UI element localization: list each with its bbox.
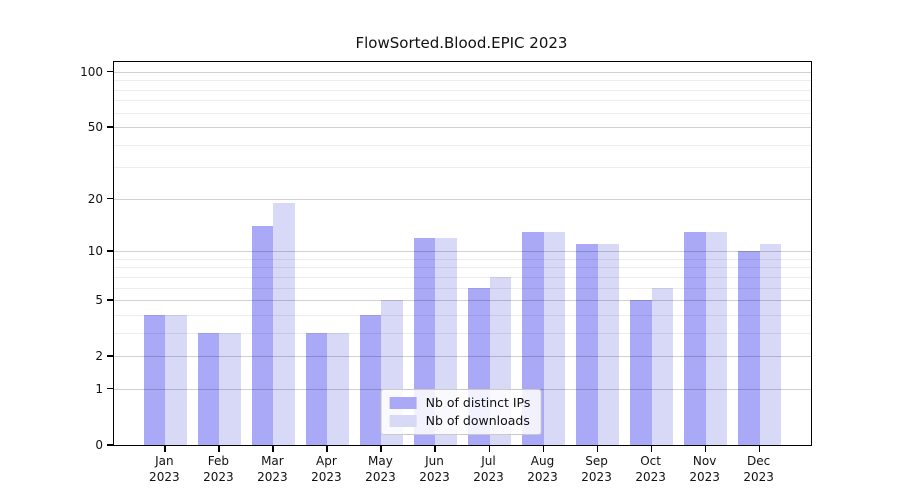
gridline-y-10 bbox=[114, 251, 811, 253]
gridline-y-3 bbox=[114, 332, 811, 334]
bar-downloads-jan bbox=[165, 314, 187, 445]
bar-distinct-ips-dec bbox=[738, 251, 760, 445]
legend-label-distinct-ips: Nb of distinct IPs bbox=[425, 395, 531, 410]
x-tick-label-jun: Jun 2023 bbox=[419, 454, 450, 484]
bar-downloads-oct bbox=[651, 287, 674, 445]
gridline-y-8 bbox=[114, 267, 811, 269]
y-tick-1 bbox=[107, 387, 113, 390]
x-tick-aug bbox=[542, 445, 545, 452]
x-tick-year: 2023 bbox=[635, 470, 666, 484]
x-tick-year: 2023 bbox=[311, 470, 342, 484]
x-tick-year: 2023 bbox=[473, 470, 504, 484]
x-tick-nov bbox=[704, 445, 707, 452]
gridline-y-60 bbox=[114, 112, 811, 114]
bar-distinct-ips-mar bbox=[251, 226, 274, 445]
x-tick-label-nov: Nov 2023 bbox=[689, 454, 720, 484]
bar-distinct-ips-sep bbox=[575, 244, 598, 445]
y-tick-5 bbox=[107, 299, 113, 301]
legend-row-distinct-ips: Nb of distinct IPs bbox=[389, 395, 531, 410]
gridline-y-7 bbox=[114, 276, 811, 278]
legend-label-downloads: Nb of downloads bbox=[425, 413, 530, 428]
y-tick-label-100: 100 bbox=[80, 64, 103, 79]
y-tick-label-20: 20 bbox=[87, 191, 103, 206]
y-tick-label-50: 50 bbox=[87, 119, 103, 134]
x-tick-sep bbox=[596, 445, 599, 452]
x-tick-label-jul: Jul 2023 bbox=[473, 454, 504, 484]
x-tick-year: 2023 bbox=[149, 470, 180, 484]
y-tick-10 bbox=[107, 250, 113, 252]
bar-distinct-ips-feb bbox=[197, 332, 220, 445]
x-tick-label-sep: Sep 2023 bbox=[581, 454, 612, 484]
y-tick-label-5: 5 bbox=[95, 292, 103, 307]
legend-swatch-downloads bbox=[389, 414, 417, 427]
gridline-y-2 bbox=[114, 356, 811, 358]
bar-downloads-nov bbox=[705, 231, 728, 445]
y-tick-20 bbox=[107, 197, 113, 200]
gridline-y-9 bbox=[114, 258, 811, 260]
x-tick-label-mar: Mar 2023 bbox=[257, 454, 288, 484]
bar-distinct-ips-jan bbox=[143, 314, 166, 445]
x-tick-label-jan: Jan 2023 bbox=[149, 454, 180, 484]
chart-title: FlowSorted.Blood.EPIC 2023 bbox=[355, 34, 568, 52]
x-tick-mar bbox=[272, 445, 274, 452]
bar-downloads-aug bbox=[543, 231, 566, 445]
x-tick-dec bbox=[758, 445, 761, 452]
legend-swatch-distinct-ips bbox=[389, 396, 417, 409]
y-tick-50 bbox=[107, 126, 113, 128]
x-tick-label-oct: Oct 2023 bbox=[635, 454, 666, 484]
x-tick-feb bbox=[218, 445, 220, 452]
gridline-y-70 bbox=[114, 100, 811, 102]
gridline-y-6 bbox=[114, 287, 811, 289]
y-tick-label-10: 10 bbox=[87, 243, 103, 258]
gridline-y-4 bbox=[114, 314, 811, 316]
bar-downloads-dec bbox=[759, 244, 782, 445]
x-tick-jan bbox=[164, 445, 166, 452]
x-tick-oct bbox=[650, 445, 653, 452]
bar-downloads-mar bbox=[273, 202, 295, 445]
legend-row-downloads: Nb of downloads bbox=[389, 413, 531, 428]
x-tick-year: 2023 bbox=[419, 470, 450, 484]
gridline-y-30 bbox=[114, 167, 811, 169]
bar-distinct-ips-may bbox=[359, 314, 382, 445]
legend: Nb of distinct IPs Nb of downloads bbox=[380, 389, 542, 435]
x-tick-year: 2023 bbox=[743, 470, 774, 484]
x-tick-year: 2023 bbox=[581, 470, 612, 484]
y-tick-100 bbox=[107, 70, 113, 73]
bar-distinct-ips-apr bbox=[305, 332, 328, 445]
gridline-y-100 bbox=[114, 71, 811, 73]
x-tick-label-apr: Apr 2023 bbox=[311, 454, 342, 484]
bar-distinct-ips-oct bbox=[629, 300, 652, 445]
x-tick-year: 2023 bbox=[527, 470, 558, 484]
x-tick-jul bbox=[488, 445, 490, 452]
x-tick-year: 2023 bbox=[365, 470, 396, 484]
x-tick-apr bbox=[326, 445, 328, 452]
y-tick-label-0: 0 bbox=[95, 437, 103, 452]
y-tick-0 bbox=[107, 444, 113, 446]
y-tick-label-2: 2 bbox=[95, 348, 103, 363]
bar-downloads-sep bbox=[597, 244, 620, 445]
x-tick-label-may: May 2023 bbox=[365, 454, 396, 484]
gridline-y-90 bbox=[114, 80, 811, 82]
x-tick-jun bbox=[434, 445, 436, 452]
bar-distinct-ips-nov bbox=[684, 231, 706, 445]
gridline-y-40 bbox=[114, 144, 811, 146]
gridline-y-20 bbox=[114, 198, 811, 200]
bar-downloads-apr bbox=[327, 332, 350, 445]
x-tick-label-feb: Feb 2023 bbox=[203, 454, 234, 484]
gridline-y-5 bbox=[114, 300, 811, 302]
y-tick-2 bbox=[107, 355, 113, 357]
gridline-y-80 bbox=[114, 89, 811, 91]
x-tick-year: 2023 bbox=[257, 470, 288, 484]
x-tick-year: 2023 bbox=[203, 470, 234, 484]
bar-downloads-feb bbox=[219, 332, 241, 445]
x-tick-label-aug: Aug 2023 bbox=[527, 454, 558, 484]
x-tick-label-dec: Dec 2023 bbox=[743, 454, 774, 484]
y-tick-label-1: 1 bbox=[95, 381, 103, 396]
x-tick-year: 2023 bbox=[689, 470, 720, 484]
x-tick-may bbox=[380, 445, 382, 452]
gridline-y-50 bbox=[114, 127, 811, 129]
